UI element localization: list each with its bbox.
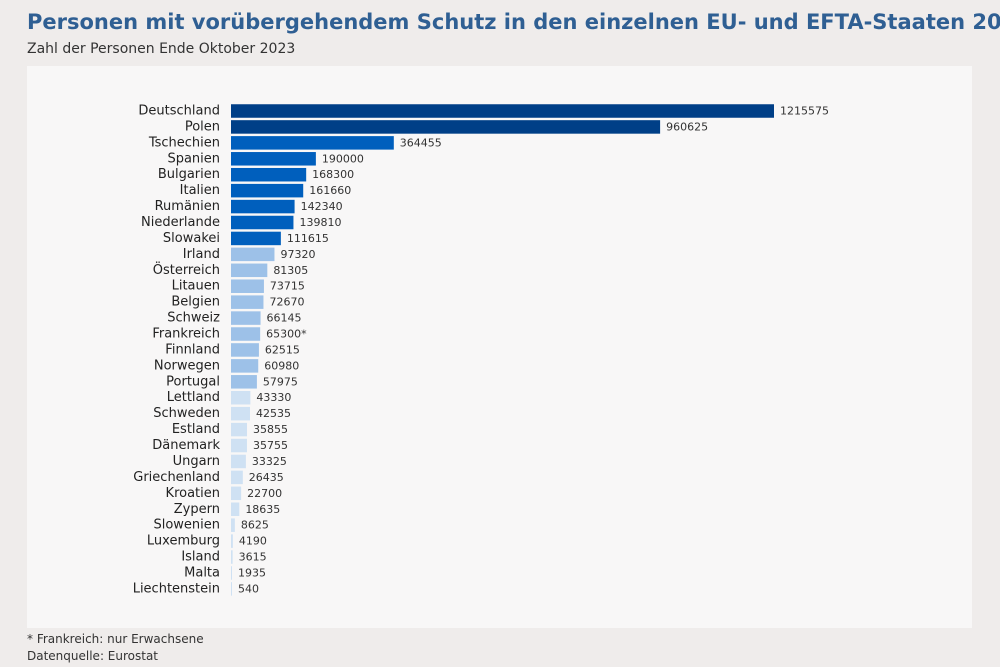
bar	[231, 470, 243, 485]
category-label: Tschechien	[148, 135, 220, 150]
category-label: Kroatien	[166, 486, 220, 501]
bar	[231, 486, 242, 501]
value-label: 26435	[249, 471, 284, 484]
bar	[231, 311, 261, 325]
value-label: 35755	[253, 439, 288, 452]
value-label: 35855	[253, 423, 288, 436]
bar	[231, 247, 275, 262]
category-label: Slowakei	[163, 231, 220, 246]
bar	[231, 518, 235, 532]
category-label: Niederlande	[141, 215, 220, 230]
category-label: Dänemark	[152, 438, 220, 453]
bar	[231, 199, 295, 214]
category-label: Zypern	[174, 502, 220, 517]
category-label: Griechenland	[133, 470, 220, 485]
bar	[231, 152, 316, 166]
bar	[231, 454, 246, 469]
value-label: 43330	[256, 391, 291, 404]
value-label: 3615	[239, 551, 267, 564]
bar	[231, 534, 233, 548]
bar	[231, 231, 281, 246]
value-label: 72670	[269, 296, 304, 309]
value-label: 18635	[245, 503, 280, 516]
value-label: 33325	[252, 455, 287, 468]
bar	[231, 422, 248, 437]
bar	[231, 406, 251, 421]
category-label: Finnland	[165, 342, 220, 357]
value-label: 57975	[263, 375, 298, 388]
category-label: Liechtenstein	[133, 581, 220, 596]
bar	[231, 263, 268, 278]
category-label: Schweiz	[167, 311, 220, 326]
bar	[231, 390, 251, 405]
category-label: Portugal	[166, 374, 220, 389]
bar	[231, 582, 232, 596]
category-label: Österreich	[153, 261, 220, 278]
category-label: Litauen	[172, 279, 220, 294]
bar	[231, 550, 233, 564]
bar	[231, 136, 394, 150]
value-label: 111615	[287, 232, 329, 245]
category-label: Deutschland	[138, 104, 220, 119]
category-label: Lettland	[167, 390, 220, 405]
category-label: Spanien	[167, 151, 220, 166]
bar	[231, 438, 247, 453]
bar	[231, 183, 304, 198]
category-label: Schweden	[153, 406, 220, 421]
value-label: 8625	[241, 519, 269, 532]
bar	[231, 279, 264, 293]
category-label: Slowenien	[153, 518, 220, 533]
footnote: * Frankreich: nur Erwachsene	[27, 632, 204, 646]
bar	[231, 502, 240, 516]
value-label: 22700	[247, 487, 282, 500]
value-label: 65300*	[266, 328, 307, 341]
category-label: Island	[181, 550, 220, 565]
category-label: Malta	[184, 565, 220, 580]
value-label: 81305	[273, 264, 308, 277]
category-label: Luxemburg	[147, 534, 220, 549]
bar	[231, 120, 661, 134]
data-source: Datenquelle: Eurostat	[27, 649, 159, 663]
bar	[231, 215, 294, 230]
value-label: 66145	[267, 312, 302, 325]
chart-subtitle: Zahl der Personen Ende Oktober 2023	[27, 41, 296, 57]
value-label: 139810	[299, 216, 341, 229]
bar	[231, 359, 259, 373]
value-label: 540	[238, 582, 259, 595]
value-label: 161660	[309, 184, 351, 197]
category-label: Norwegen	[154, 358, 220, 373]
category-label: Polen	[185, 119, 220, 134]
value-label: 960625	[666, 120, 708, 133]
bar-chart: Deutschland 1215575 Polen 960625 Tschechien 3…	[133, 104, 829, 597]
bar	[231, 295, 264, 309]
value-label: 1215575	[780, 105, 829, 118]
value-label: 190000	[322, 152, 364, 165]
bar	[231, 327, 261, 341]
value-label: 1935	[238, 566, 266, 579]
plot-area: Deutschland 1215575 Polen 960625 Tschechien 3…	[27, 66, 972, 628]
category-label: Italien	[180, 183, 220, 198]
category-label: Frankreich	[152, 327, 220, 342]
value-label: 4190	[239, 535, 267, 548]
value-label: 62515	[265, 343, 300, 356]
value-label: 60980	[264, 359, 299, 372]
chart-title: Personen mit vorübergehendem Schutz in d…	[27, 10, 1000, 34]
bar	[231, 104, 774, 118]
value-label: 364455	[400, 136, 442, 149]
bar	[231, 343, 259, 357]
category-label: Estland	[172, 422, 220, 437]
value-label: 142340	[301, 200, 343, 213]
bar	[231, 375, 257, 389]
category-label: Belgien	[171, 295, 220, 310]
value-label: 97320	[280, 248, 315, 261]
bar	[231, 167, 307, 182]
bar	[231, 566, 232, 580]
value-label: 168300	[312, 168, 354, 181]
category-label: Irland	[183, 247, 220, 262]
value-label: 73715	[270, 280, 305, 293]
category-label: Bulgarien	[158, 167, 220, 182]
value-label: 42535	[256, 407, 291, 420]
category-label: Ungarn	[173, 454, 220, 469]
category-label: Rumänien	[155, 199, 220, 214]
